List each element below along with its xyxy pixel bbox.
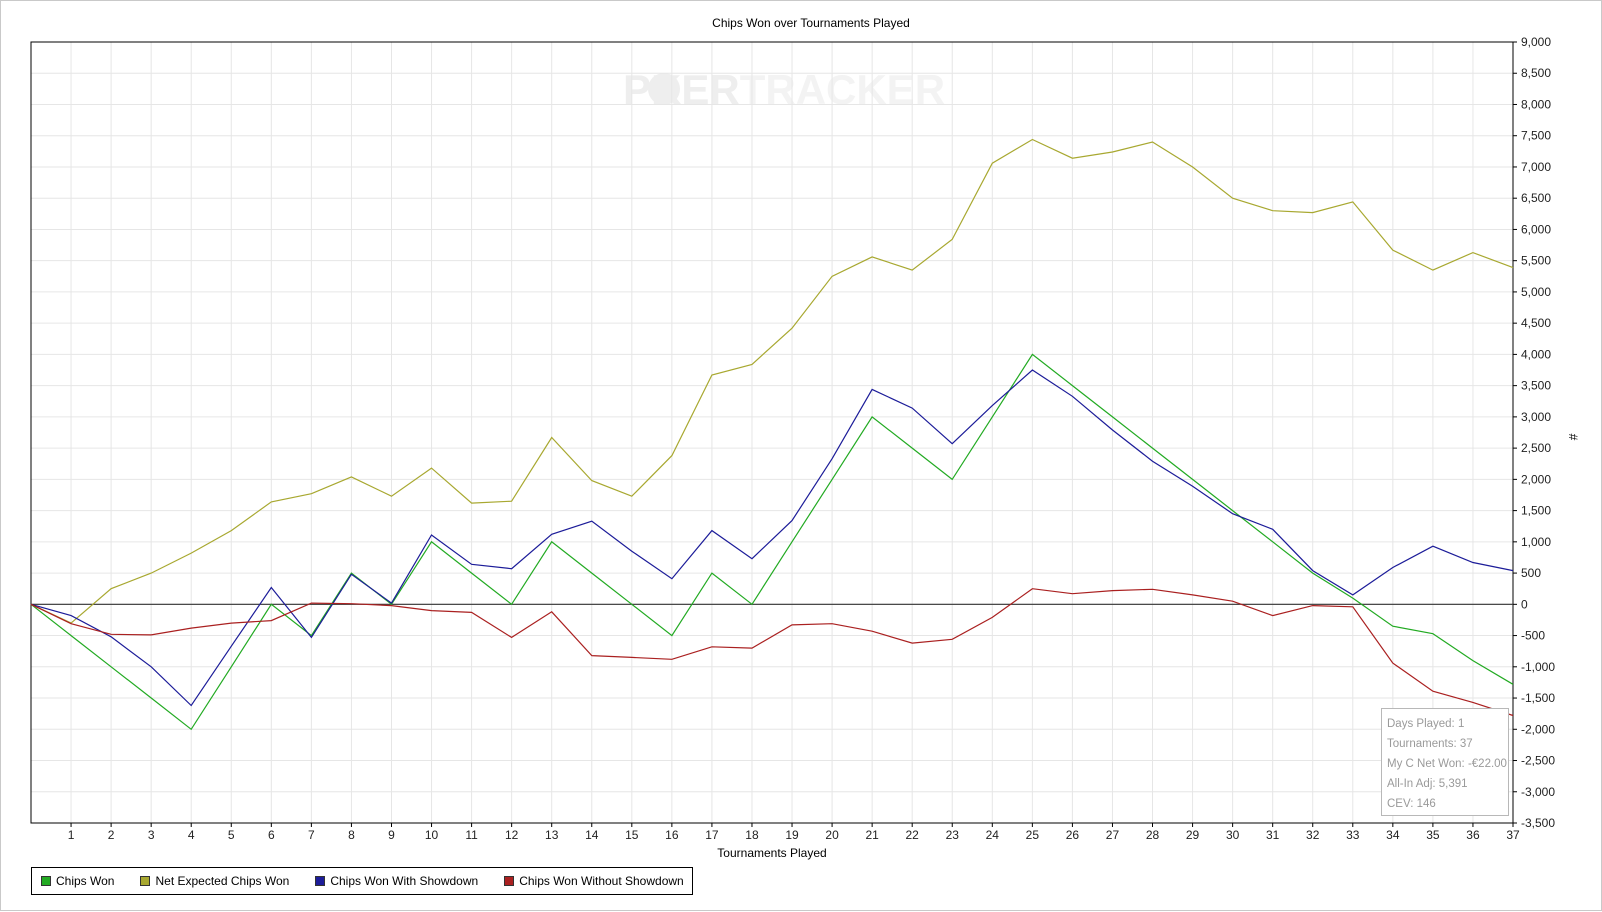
y-tick-label: -3,000 — [1521, 785, 1555, 799]
y-tick-label: -2,000 — [1521, 722, 1555, 736]
legend-label: Chips Won Without Showdown — [519, 874, 684, 888]
y-tick-label: 4,500 — [1521, 316, 1551, 330]
series — [30, 138, 1514, 731]
y-tick-label: -1,500 — [1521, 691, 1555, 705]
legend-swatch — [504, 876, 515, 886]
legend-label: Chips Won — [56, 874, 115, 888]
y-tick-label: 1,000 — [1521, 535, 1551, 549]
x-tick-label: 2 — [108, 828, 115, 842]
y-axis-label: # — [1566, 434, 1580, 441]
x-tick-label: 37 — [1506, 828, 1520, 842]
series-line-net-expected-chips-won — [30, 138, 1514, 624]
legend-swatch — [315, 876, 326, 886]
grid — [31, 41, 1514, 824]
legend-label: Chips Won With Showdown — [330, 874, 479, 888]
watermark-letter-p: P — [623, 66, 651, 113]
watermark-chip-icon — [648, 73, 680, 105]
x-tick-label: 8 — [348, 828, 355, 842]
x-tick-label: 18 — [745, 828, 759, 842]
legend-item-without-showdown: Chips Won Without Showdown — [504, 874, 684, 888]
y-tick-label: -3,500 — [1521, 816, 1555, 830]
cev-text: CEV: 146 — [1387, 798, 1436, 810]
x-tick-label: 15 — [625, 828, 639, 842]
y-tick-label: -2,500 — [1521, 754, 1555, 768]
y-tick-label: 6,000 — [1521, 222, 1551, 236]
chart-title: Chips Won over Tournaments Played — [712, 16, 910, 30]
y-tick-label: 5,500 — [1521, 254, 1551, 268]
net-won-text: My C Net Won: -€22.00 — [1387, 758, 1507, 770]
x-tick-label: 14 — [585, 828, 599, 842]
legend-item-with-showdown: Chips Won With Showdown — [315, 874, 478, 888]
y-tick-label: 7,000 — [1521, 160, 1551, 174]
y-tick-label: 0 — [1521, 597, 1528, 611]
x-tick-label: 6 — [268, 828, 275, 842]
legend-item-net-expected: Net Expected Chips Won — [140, 874, 289, 888]
y-tick-label: 500 — [1521, 566, 1541, 580]
x-tick-label: 34 — [1386, 828, 1400, 842]
x-tick-label: 31 — [1266, 828, 1280, 842]
x-tick-label: 32 — [1306, 828, 1320, 842]
x-tick-label: 30 — [1226, 828, 1240, 842]
y-axis-ticks: 9,000 8,500 8,000 7,500 7,000 6,500 6,000 5,500… — [1513, 35, 1555, 830]
y-tick-label: 3,500 — [1521, 379, 1551, 393]
y-tick-label: 8,500 — [1521, 66, 1551, 80]
x-tick-label: 16 — [665, 828, 679, 842]
series-line-chips-won-without-showdown — [30, 588, 1514, 717]
y-tick-label: 9,000 — [1521, 35, 1551, 49]
x-axis-ticks: 1 2 3 4 5 6 7 8 9 10 11 12 13 14 15 16 17 18 19 20 21 22 23 24 2… — [68, 823, 1520, 842]
x-tick-label: 22 — [906, 828, 920, 842]
legend-swatch — [140, 876, 151, 886]
watermark-tracker: TRACKER — [740, 66, 945, 113]
x-tick-label: 5 — [228, 828, 235, 842]
y-tick-label: 5,000 — [1521, 285, 1551, 299]
x-tick-label: 7 — [308, 828, 315, 842]
x-axis-label: Tournaments Played — [717, 846, 826, 860]
all-in-adj-text: All-In Adj: 5,391 — [1387, 778, 1468, 790]
x-tick-label: 33 — [1346, 828, 1360, 842]
x-tick-label: 36 — [1466, 828, 1480, 842]
legend: Chips Won Net Expected Chips Won Chips W… — [31, 867, 693, 895]
x-tick-label: 26 — [1066, 828, 1080, 842]
x-tick-label: 4 — [188, 828, 195, 842]
tournaments-text: Tournaments: 37 — [1387, 738, 1473, 750]
y-tick-label: -500 — [1521, 629, 1545, 643]
x-tick-label: 11 — [465, 828, 478, 842]
stats-info-box: Days Played: 1 Tournaments: 37 My C Net … — [1381, 708, 1509, 816]
x-tick-label: 24 — [986, 828, 1000, 842]
x-tick-label: 13 — [545, 828, 559, 842]
plot-area — [30, 41, 1514, 824]
y-tick-label: 2,500 — [1521, 441, 1551, 455]
x-tick-label: 12 — [505, 828, 519, 842]
x-tick-label: 17 — [705, 828, 719, 842]
y-tick-label: 1,500 — [1521, 504, 1551, 518]
y-tick-label: 4,000 — [1521, 347, 1551, 361]
x-tick-label: 23 — [946, 828, 960, 842]
legend-item-chips-won: Chips Won — [41, 874, 114, 888]
x-tick-label: 35 — [1426, 828, 1440, 842]
y-tick-label: 6,500 — [1521, 191, 1551, 205]
x-tick-label: 29 — [1186, 828, 1200, 842]
series-line-chips-won — [30, 353, 1514, 731]
x-tick-label: 27 — [1106, 828, 1120, 842]
days-played-text: Days Played: 1 — [1387, 718, 1465, 730]
x-tick-label: 25 — [1026, 828, 1040, 842]
y-tick-label: 8,000 — [1521, 97, 1551, 111]
x-tick-label: 10 — [425, 828, 439, 842]
y-tick-label: 2,000 — [1521, 472, 1551, 486]
legend-swatch — [41, 876, 51, 886]
legend-label: Net Expected Chips Won — [155, 874, 290, 888]
y-tick-label: 3,000 — [1521, 410, 1551, 424]
y-tick-label: -1,000 — [1521, 660, 1555, 674]
x-tick-label: 28 — [1146, 828, 1160, 842]
x-tick-label: 1 — [68, 828, 75, 842]
x-tick-label: 19 — [785, 828, 799, 842]
x-tick-label: 3 — [148, 828, 155, 842]
x-tick-label: 20 — [825, 828, 839, 842]
y-tick-label: 7,500 — [1521, 129, 1551, 143]
x-tick-label: 21 — [865, 828, 879, 842]
series-line-chips-won-with-showdown — [30, 369, 1514, 707]
x-tick-label: 9 — [388, 828, 395, 842]
